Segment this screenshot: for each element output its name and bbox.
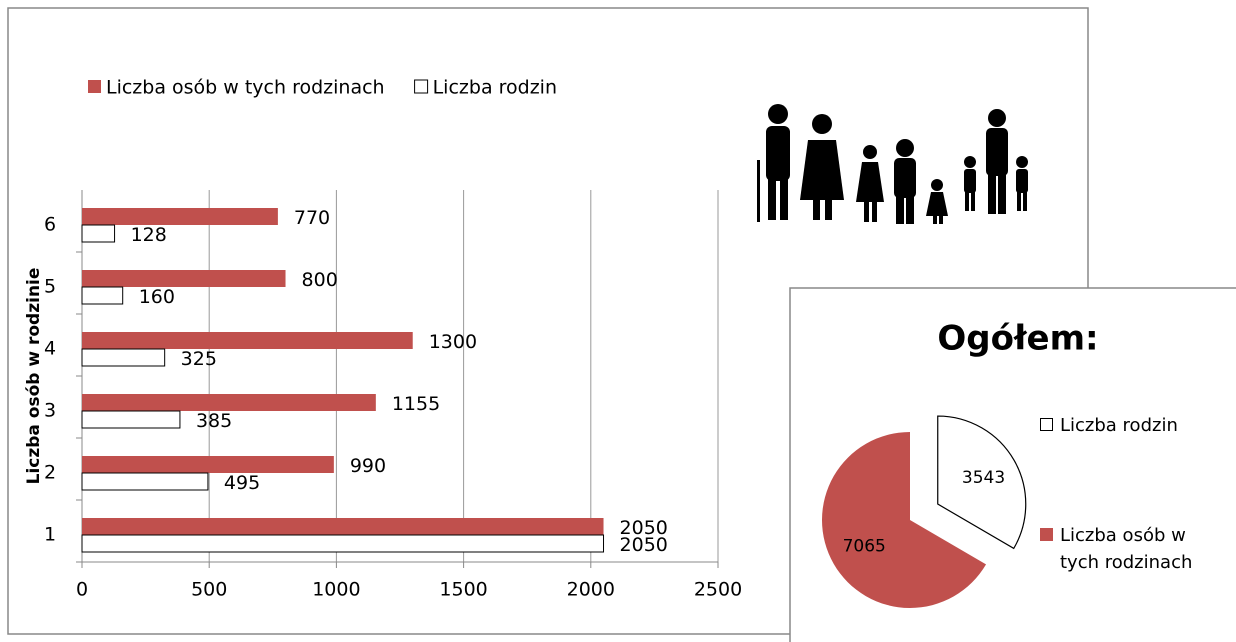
bar — [81, 534, 605, 553]
data-label: 128 — [131, 224, 167, 246]
bar — [81, 224, 116, 243]
bar — [81, 410, 181, 429]
x-tick-label: 1000 — [312, 579, 360, 601]
data-label: 160 — [139, 286, 175, 308]
pie-title: Ogółem: — [937, 319, 1098, 359]
legend-swatch — [414, 79, 429, 94]
data-label: 385 — [196, 410, 232, 432]
bar — [82, 394, 376, 411]
pie-slice — [822, 432, 987, 608]
data-label: 2050 — [620, 534, 668, 556]
data-label: 770 — [294, 207, 330, 229]
bar — [82, 456, 334, 473]
legend-swatch — [1040, 418, 1053, 431]
bar — [82, 332, 413, 349]
data-label: 325 — [181, 348, 217, 370]
y-tick-label: 2 — [44, 462, 56, 484]
y-tick-label: 6 — [44, 214, 56, 236]
bar — [81, 348, 166, 367]
family-icon — [757, 104, 1028, 224]
legend-label: Liczba osób w tych rodzinach — [106, 77, 385, 99]
legend-entry: Liczba osób w tych rodzinach — [1040, 522, 1210, 576]
bar — [81, 286, 124, 305]
data-label: 495 — [224, 472, 260, 494]
bar — [82, 518, 604, 535]
legend-label: Liczba osób w tych rodzinach — [1060, 525, 1193, 573]
data-label: 800 — [302, 269, 338, 291]
x-tick-label: 500 — [191, 579, 227, 601]
legend-swatch — [1040, 528, 1053, 541]
legend-entry: Liczba rodzin — [1040, 412, 1210, 439]
y-tick-label: 5 — [44, 276, 56, 298]
legend-label: Liczba rodzin — [1060, 415, 1178, 436]
x-tick-label: 1500 — [439, 579, 487, 601]
data-label: 990 — [350, 455, 386, 477]
y-axis-label: Liczba osób w rodzinie — [24, 268, 44, 485]
pie-label: 3543 — [962, 468, 1005, 488]
y-tick-label: 1 — [44, 524, 56, 546]
bar — [82, 270, 286, 287]
bar — [82, 208, 278, 225]
legend-label: Liczba rodzin — [433, 77, 557, 99]
data-label: 2050 — [620, 517, 668, 539]
data-label: 1155 — [392, 393, 440, 415]
bar — [81, 472, 209, 491]
x-tick-label: 2000 — [567, 579, 615, 601]
y-tick-label: 4 — [44, 338, 56, 360]
legend-swatch — [88, 80, 101, 93]
pie-slice — [937, 415, 1027, 550]
pie-label: 7065 — [843, 536, 886, 556]
y-tick-label: 3 — [44, 400, 56, 422]
x-tick-label: 2500 — [694, 579, 742, 601]
data-label: 1300 — [429, 331, 477, 353]
x-tick-label: 0 — [76, 579, 88, 601]
